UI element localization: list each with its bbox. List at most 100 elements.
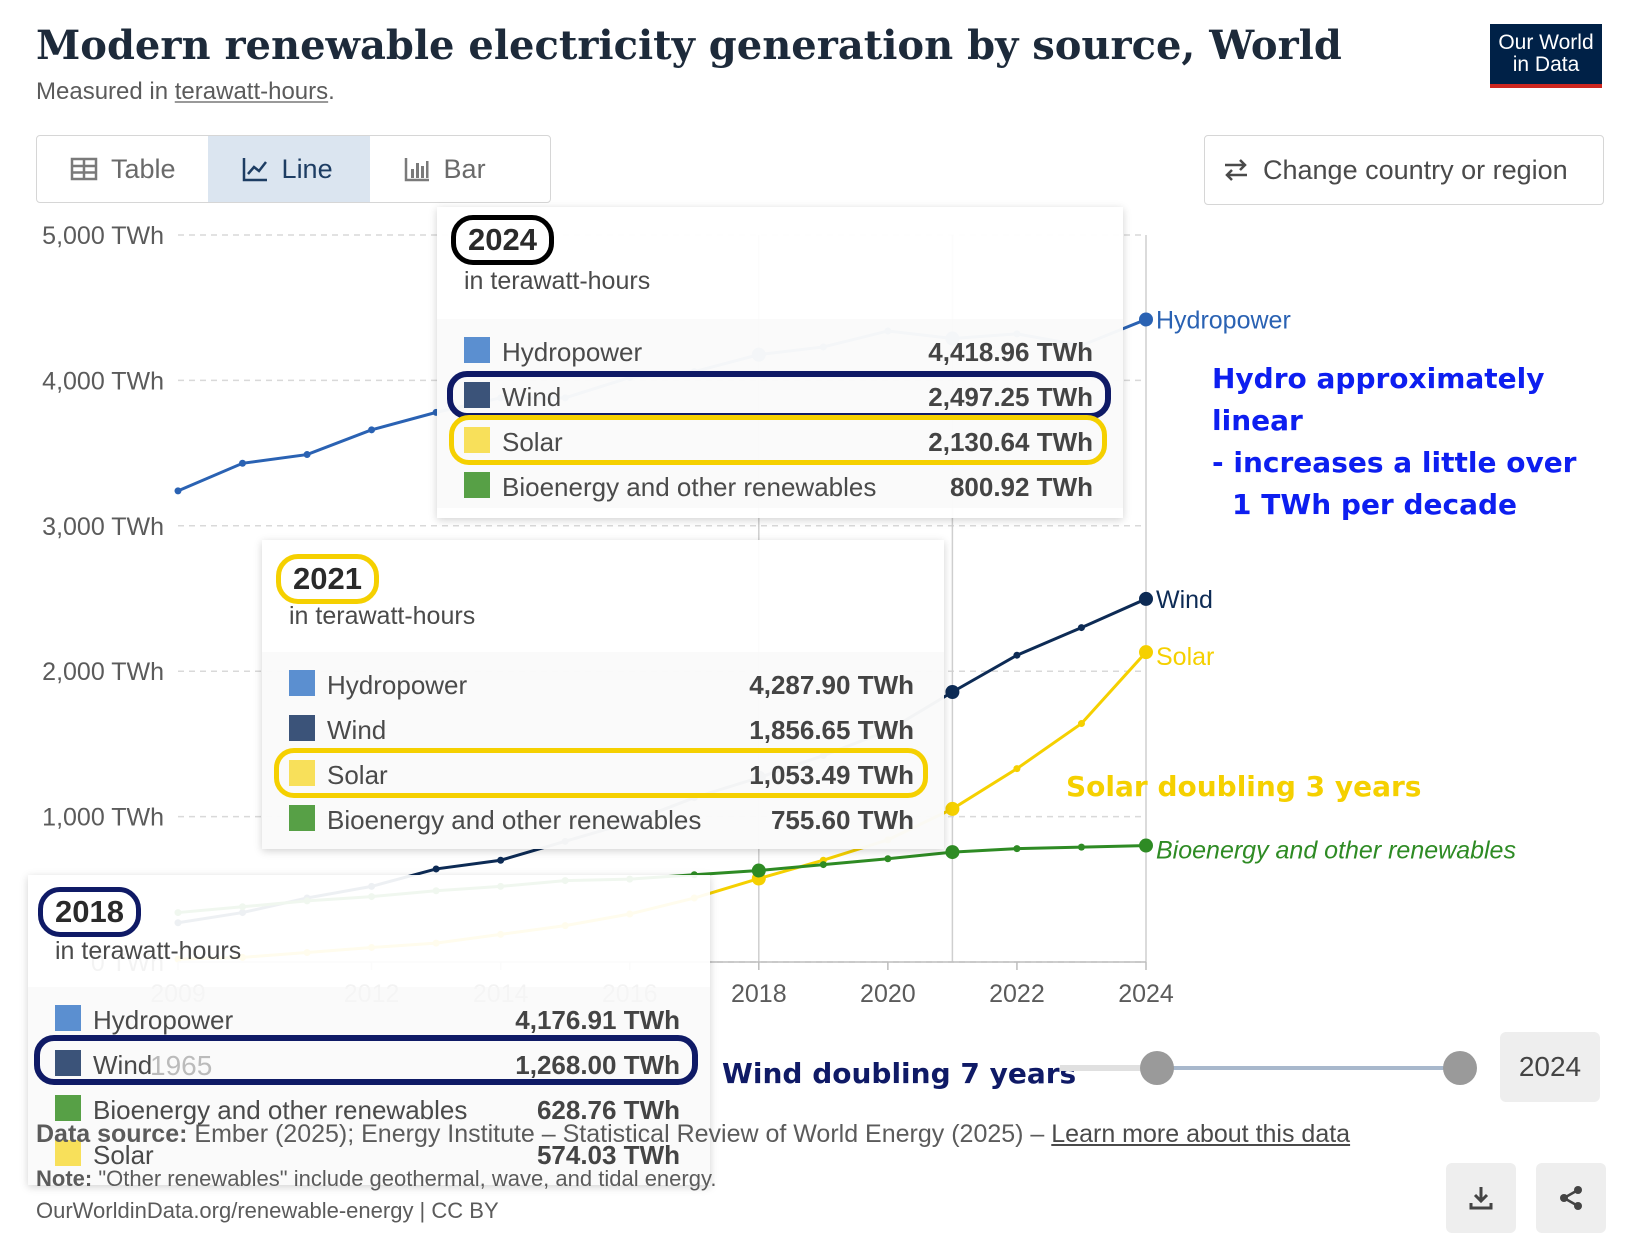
highlight-solar-2021 [274,748,928,798]
logo-line-1: Our World [1498,31,1594,54]
learn-more-link[interactable]: Learn more about this data [1051,1120,1351,1148]
tab-line[interactable]: Line [207,136,370,202]
tooltip-series-name: Wind [93,1050,153,1080]
legend-swatch [55,1005,81,1031]
tooltip-series-name: Wind [327,715,387,745]
data-source: Data source: Ember (2025); Energy Instit… [36,1120,1350,1149]
tooltip-series-name: Bioenergy and other renewables [93,1095,468,1125]
tab-bar[interactable]: Bar [370,136,518,202]
timeline-start-year: 1965 [150,1050,213,1081]
tooltip-unit: in terawatt-hours [289,602,476,630]
tooltip-row: Hydropower 4,418.96 TWh [437,329,1123,374]
tooltip-series-value: 755.60 TWh [770,805,914,835]
line-chart-icon [242,158,267,182]
series-end-label-hydro: Hydropower [1156,306,1291,334]
data-point-hydro [174,487,182,495]
data-point-bio [1077,843,1085,851]
tab-table[interactable]: Table [37,136,208,202]
timeline-end-year[interactable]: 2024 [1500,1032,1600,1102]
legend-swatch [464,472,490,498]
tooltip-series-value: 1,856.65 TWh [749,715,914,745]
annotation-hydro-3: - increases a little over [1212,446,1577,479]
share-icon [1560,1186,1582,1210]
unit-link[interactable]: terawatt-hours [174,78,329,105]
x-tick-label: 2022 [989,980,1045,1008]
tooltip-series-name: Hydropower [93,1005,234,1035]
y-tick-label: 4,000 TWh [42,367,164,395]
legend-swatch [55,1095,81,1121]
download-button[interactable] [1446,1163,1516,1233]
swap-arrows-icon [1225,159,1247,181]
subtitle-suffix: . [328,78,335,105]
page-title: Modern renewable electricity generation … [36,22,1342,69]
highlight-wind-2024 [447,371,1111,419]
tooltip-rows: Hydropower 4,176.91 TWh Wind 1,268.00 TWh Bi… [28,987,710,1185]
series-end-label-wind: Wind [1156,586,1213,614]
data-point-bio [751,863,766,878]
legend-swatch [55,1140,81,1166]
tab-table-label: Table [111,153,176,184]
annotation-hydro-1: Hydro approximately [1212,362,1545,395]
y-tick-label: 1,000 TWh [42,804,164,832]
x-tick-label: 2020 [860,980,916,1008]
data-point-hydro [1139,312,1153,327]
highlight-wind-2018 [34,1035,698,1085]
chart-type-tabs: Table Line Bar [36,135,551,203]
tooltip-series-value: 4,176.91 TWh [515,1005,680,1035]
legend-swatch [289,805,315,831]
x-tick-label: 2018 [731,980,787,1008]
tooltip-series-name: Solar [93,1140,154,1170]
tooltip-series-value: 4,287.90 TWh [749,670,914,700]
tooltip-row: Bioenergy and other renewables 755.60 TWh [262,797,944,842]
tooltip-series-value: 628.76 TWh [536,1095,680,1125]
data-point-wind [432,865,440,873]
tooltip-2024: 2024 in terawatt-hours Hydropower 4,418.9… [437,207,1123,518]
data-point-hydro [239,459,247,467]
data-point-wind [945,684,960,699]
tooltip-year: 2024 [451,215,554,265]
data-point-hydro [303,451,311,459]
change-country-button[interactable]: Change country or region [1204,135,1604,205]
tooltip-series-name: Wind [502,382,562,412]
tooltip-2021: 2021 in terawatt-hours Hydropower 4,287.9… [262,540,944,849]
tooltip-series-value: 574.03 TWh [536,1140,680,1170]
data-point-wind [1077,624,1085,632]
tooltip-series-value: 2,130.64 TWh [928,427,1093,457]
tooltip-row: Hydropower 4,176.91 TWh [28,997,710,1042]
note-text: "Other renewables" include geothermal, w… [92,1166,717,1191]
source-label: Data source: [36,1120,188,1148]
note-label: Note: [36,1166,93,1191]
data-point-bio [945,845,960,860]
tooltip-row: Solar 1,053.49 TWh [262,752,944,797]
tooltip-header: 2024 in terawatt-hours [437,207,1123,319]
footer-url[interactable]: OurWorldinData.org/renewable-energy | CC… [36,1198,499,1223]
data-point-wind [497,856,505,864]
tooltip-year: 2018 [38,887,141,937]
tooltip-row: Solar 2,130.64 TWh [437,419,1123,464]
legend-swatch [289,715,315,741]
data-point-wind [1139,591,1153,606]
tooltip-series-name: Hydropower [327,670,468,700]
annotation-hydro-4: 1 TWh per decade [1232,488,1518,521]
tooltip-row: Hydropower 4,287.90 TWh [262,662,944,707]
tooltip-header: 2021 in terawatt-hours [262,540,944,652]
data-point-solar [945,801,960,816]
tooltip-series-value: 800.92 TWh [949,472,1093,502]
data-point-bio [1013,845,1021,853]
data-point-hydro [368,426,376,434]
source-text: Ember (2025); Energy Institute – Statist… [187,1120,1052,1148]
tooltip-series-name: Bioenergy and other renewables [327,805,702,835]
tooltip-row: Wind 1,268.00 TWh [28,1042,710,1087]
annotation-wind: Wind doubling 7 years [722,1057,1077,1090]
data-point-solar [1139,645,1153,660]
footer-note: Note: "Other renewables" include geother… [36,1166,716,1192]
change-country-label: Change country or region [1263,154,1568,185]
owid-logo[interactable]: Our World in Data [1490,24,1602,88]
tooltip-series-name: Solar [502,427,563,457]
annotation-solar: Solar doubling 3 years [1066,770,1422,803]
share-button[interactable] [1536,1163,1606,1233]
data-point-bio [819,861,827,869]
tooltip-series-name: Bioenergy and other renewables [502,472,877,502]
subtitle-prefix: Measured in [36,78,175,105]
tooltip-series-value: 2,497.25 TWh [928,382,1093,412]
